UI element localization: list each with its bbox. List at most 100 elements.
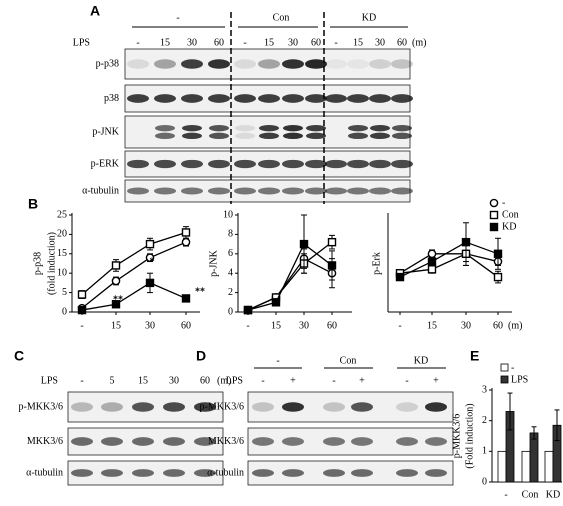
marker (327, 237, 337, 247)
band (209, 132, 229, 140)
marker (299, 239, 309, 249)
band (208, 59, 230, 69)
label: 30 (299, 320, 309, 331)
marker (427, 249, 437, 259)
band (258, 159, 280, 169)
band (155, 132, 175, 140)
label: p-MKK3/6 (19, 401, 63, 412)
marker (145, 278, 155, 288)
bar (521, 450, 531, 483)
label: 15 (111, 320, 121, 331)
band (132, 402, 154, 412)
label: - (405, 375, 408, 386)
band (155, 124, 175, 132)
band (425, 469, 447, 477)
label: 15 (353, 37, 363, 48)
series-line (399, 253, 499, 278)
band (258, 187, 280, 195)
label: - (398, 320, 401, 331)
label: p-p38 (32, 252, 43, 275)
label: 60 (397, 37, 407, 48)
blot (124, 115, 411, 149)
marker (145, 239, 155, 249)
label: (Fold induction) (464, 403, 475, 468)
band (425, 437, 447, 446)
label: 2 (482, 415, 487, 426)
blot (247, 460, 454, 486)
band (391, 159, 413, 169)
blot (247, 391, 454, 423)
band (71, 402, 93, 412)
label: 3 (482, 384, 487, 395)
band (181, 187, 203, 195)
band (181, 59, 203, 69)
band (347, 59, 369, 69)
label: 60 (327, 320, 337, 331)
panel-label: B (28, 196, 38, 212)
label: - (334, 37, 337, 48)
band (194, 469, 216, 477)
legend-label: - (502, 197, 505, 208)
label: Con (340, 355, 357, 366)
label: 30 (461, 320, 471, 331)
band (194, 437, 216, 446)
label: ** (113, 294, 123, 305)
series-line (247, 241, 333, 311)
label: - (136, 37, 139, 48)
band (391, 59, 413, 69)
band (182, 132, 202, 140)
band (282, 469, 304, 477)
band (154, 59, 176, 69)
band (325, 159, 347, 169)
band (347, 187, 369, 195)
label: 2 (228, 287, 233, 298)
label: LPS (226, 375, 243, 386)
band (282, 94, 304, 103)
band (392, 132, 412, 140)
marker (181, 237, 191, 247)
band (181, 94, 203, 103)
label: p-MKK3/6 (200, 401, 244, 412)
marker (145, 253, 155, 262)
band (391, 187, 413, 195)
marker (77, 305, 87, 315)
label: - (176, 12, 179, 23)
label: 30 (169, 375, 179, 386)
band (282, 437, 304, 446)
label: 30 (288, 37, 298, 48)
label: 10 (223, 209, 233, 220)
blot (247, 427, 454, 456)
label: 0 (228, 306, 233, 317)
band (71, 469, 93, 477)
blot (124, 48, 411, 80)
label: - (80, 375, 83, 386)
marker (271, 298, 281, 307)
label: α-tubulin (82, 185, 119, 196)
band (369, 94, 391, 103)
band (347, 94, 369, 103)
band (154, 159, 176, 169)
label: (fold induction) (46, 232, 57, 295)
band (163, 469, 185, 477)
band (305, 159, 327, 169)
marker (461, 237, 471, 247)
bar (544, 450, 554, 483)
band (396, 402, 418, 412)
marker (243, 305, 253, 315)
band (282, 402, 304, 412)
band (182, 124, 202, 132)
band (154, 94, 176, 103)
band (208, 187, 230, 195)
band (209, 124, 229, 132)
marker (111, 300, 121, 309)
label: 30 (375, 37, 385, 48)
label: * (150, 256, 155, 267)
band (305, 59, 327, 69)
band (127, 159, 149, 169)
marker (111, 276, 121, 286)
band (325, 187, 347, 195)
label: 20 (57, 229, 67, 240)
band (235, 124, 255, 132)
band (282, 59, 304, 69)
band (234, 159, 256, 169)
